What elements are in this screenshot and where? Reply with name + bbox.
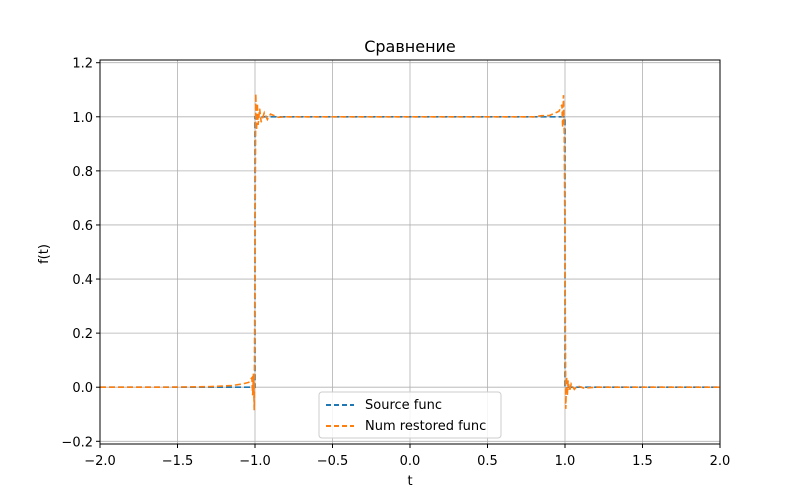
y-tick-label: 0.4 <box>72 273 93 288</box>
x-tick-label: −1.0 <box>239 454 271 469</box>
y-tick-label: 0.2 <box>72 327 93 342</box>
x-tick-label: −0.5 <box>317 454 349 469</box>
y-tick-label: 0.6 <box>72 219 93 234</box>
y-tick-label: 0.8 <box>72 165 93 180</box>
series-line-num-restored-func <box>100 93 720 411</box>
x-axis-label: t <box>407 474 412 489</box>
y-tick-label: −0.2 <box>61 435 93 450</box>
series-lines <box>100 93 720 411</box>
x-tick-label: 1.0 <box>555 454 576 469</box>
axis-ticks: −2.0 −1.5 −1.0 −0.5 0.0 0.5 1.0 1.5 2.0 −0.2 0.0 0.… <box>61 57 730 469</box>
y-tick-label: 0.0 <box>72 381 93 396</box>
chart-title: Сравнение <box>364 37 456 56</box>
legend-label-num-restored-func: Num restored func <box>365 419 486 434</box>
legend: Source func Num restored func <box>318 391 502 439</box>
x-tick-label: 1.5 <box>632 454 653 469</box>
legend-box <box>318 391 502 439</box>
x-tick-label: −1.5 <box>162 454 194 469</box>
x-tick-label: 0.5 <box>477 454 498 469</box>
x-tick-label: 2.0 <box>710 454 731 469</box>
y-tick-label: 1.0 <box>72 111 93 126</box>
legend-label-source-func: Source func <box>365 398 442 413</box>
x-tick-label: −2.0 <box>84 454 116 469</box>
x-tick-label: 0.0 <box>400 454 421 469</box>
y-axis-label: f(t) <box>37 244 52 264</box>
y-tick-label: 1.2 <box>72 57 93 72</box>
